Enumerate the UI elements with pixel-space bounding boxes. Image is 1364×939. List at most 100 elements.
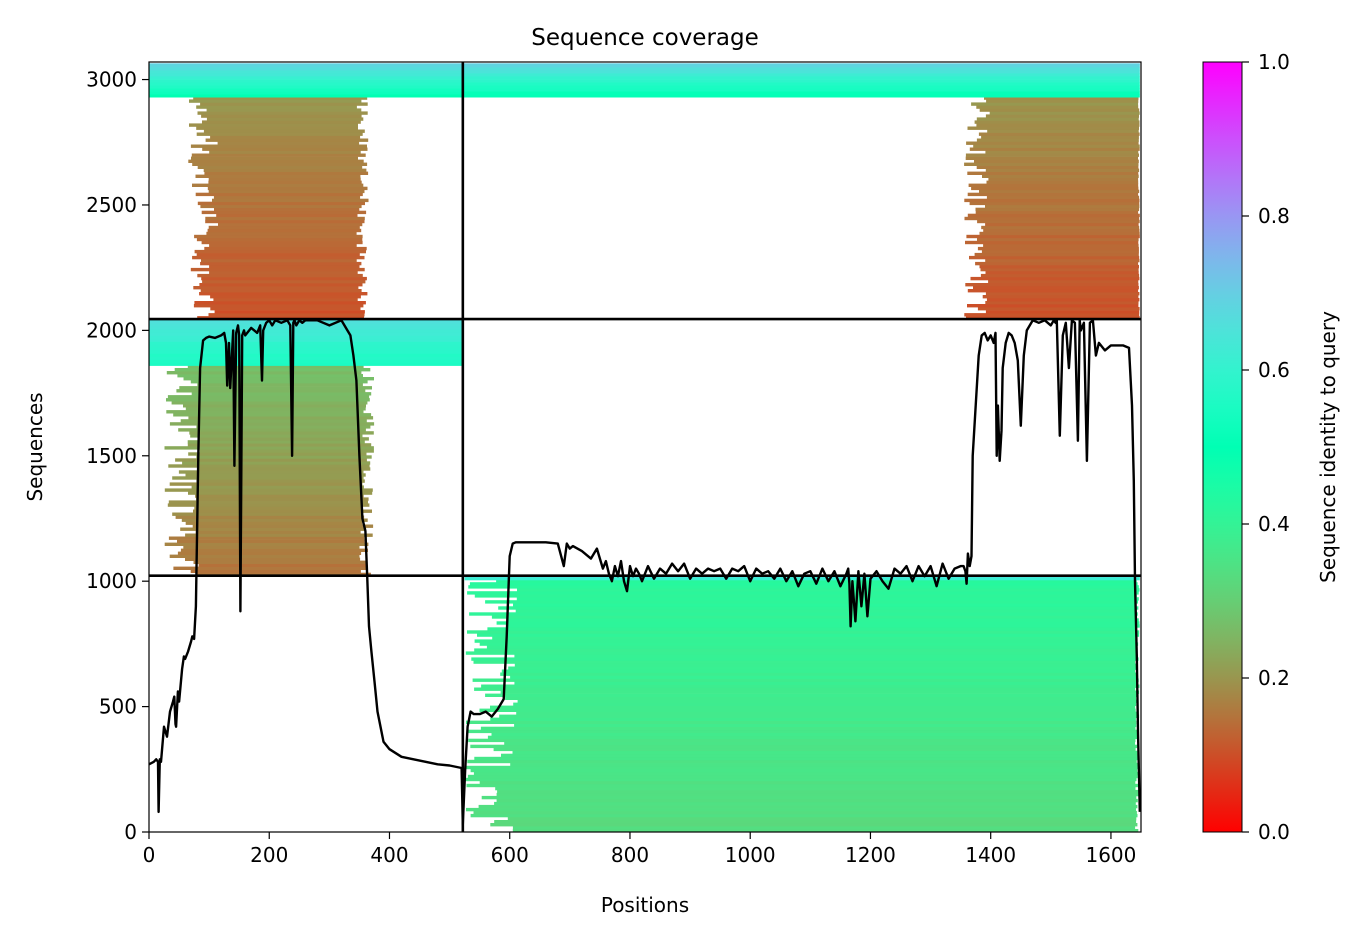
heatmap-row xyxy=(516,597,1139,601)
heatmap-row xyxy=(499,714,1140,718)
heatmap-row xyxy=(204,246,367,251)
heatmap-row xyxy=(196,425,371,429)
heatmap-row xyxy=(195,494,364,498)
heatmap-row xyxy=(207,228,362,233)
heatmap-row xyxy=(473,771,1139,776)
heatmap-row xyxy=(149,63,463,65)
x-axis-label: Positions xyxy=(601,893,689,917)
y-tick-label: 2000 xyxy=(86,318,137,342)
heatmap-row xyxy=(479,642,1139,646)
heatmap-row xyxy=(976,138,1139,142)
heatmap-row xyxy=(468,585,1139,589)
heatmap-row xyxy=(486,645,1137,649)
heatmap-row xyxy=(149,332,463,336)
heatmap-row xyxy=(149,350,463,354)
heatmap-row xyxy=(177,551,362,555)
heatmap-row xyxy=(208,225,360,230)
heatmap-row xyxy=(979,189,1140,194)
plot-frame xyxy=(148,61,1142,833)
heatmap-row xyxy=(977,246,1139,251)
heatmap-row xyxy=(496,798,1138,803)
heatmap-row xyxy=(194,249,366,254)
heatmap-row xyxy=(969,147,1140,151)
heatmap-row xyxy=(209,243,357,248)
coverage-heatmap xyxy=(149,63,1140,832)
heatmap-row xyxy=(169,482,363,486)
heatmap-row xyxy=(982,174,1139,178)
heatmap-row xyxy=(507,817,1137,821)
heatmap-row xyxy=(514,681,1137,685)
heatmap-row xyxy=(481,795,1137,800)
heatmap-row xyxy=(985,150,1139,154)
heatmap-row xyxy=(197,273,363,278)
heatmap-row xyxy=(190,380,368,384)
heatmap-row xyxy=(197,467,371,471)
x-tick-label: 400 xyxy=(370,843,408,867)
colorbar: 0.0 0.2 0.4 0.6 0.8 1.0 Sequence identity to … xyxy=(1202,50,1340,844)
heatmap-row xyxy=(496,621,1140,625)
heatmap-row xyxy=(196,252,360,257)
heatmap-row xyxy=(494,820,1137,824)
heatmap-row xyxy=(185,533,373,537)
colorbar-tick-label: 1.0 xyxy=(1258,50,1290,74)
heatmap-row xyxy=(462,85,1140,89)
heatmap-row xyxy=(513,603,1137,607)
heatmap-row xyxy=(471,657,1139,661)
coverage-block-3 xyxy=(964,97,1140,320)
heatmap-row xyxy=(196,237,363,242)
heatmap-row xyxy=(988,280,1139,284)
coverage-block-4 xyxy=(462,63,1140,98)
coverage-block-5 xyxy=(164,365,375,577)
heatmap-row xyxy=(966,141,1139,145)
heatmap-row xyxy=(495,786,1136,791)
heatmap-row xyxy=(209,264,360,269)
heatmap-row xyxy=(149,347,463,351)
heatmap-row xyxy=(487,627,1137,631)
heatmap-row xyxy=(979,108,1140,112)
heatmap-row xyxy=(975,210,1139,215)
heatmap-row xyxy=(200,204,362,209)
heatmap-row xyxy=(485,600,1139,604)
heatmap-row xyxy=(505,696,1137,700)
heatmap-row xyxy=(501,669,1136,673)
heatmap-row xyxy=(986,195,1140,200)
heatmap-row xyxy=(480,726,1136,731)
heatmap-row xyxy=(978,132,1140,136)
heatmap-row xyxy=(149,341,463,345)
heatmap-row xyxy=(171,401,368,405)
heatmap-row xyxy=(508,666,1138,670)
heatmap-row xyxy=(188,159,364,163)
heatmap-row xyxy=(180,419,367,423)
heatmap-row xyxy=(504,741,1135,746)
heatmap-row xyxy=(180,527,367,531)
heatmap-row xyxy=(202,147,368,151)
heatmap-row xyxy=(985,310,1140,314)
heatmap-row xyxy=(198,563,368,567)
heatmap-row xyxy=(497,789,1140,794)
heatmap-row xyxy=(209,150,361,154)
heatmap-row xyxy=(469,612,1138,616)
heatmap-row xyxy=(195,174,361,178)
heatmap-row xyxy=(496,792,1140,797)
heatmap-row xyxy=(462,76,1140,80)
heatmap-row xyxy=(149,76,463,80)
heatmap-row xyxy=(194,234,363,239)
heatmap-row xyxy=(984,97,1139,100)
heatmap-row xyxy=(981,135,1139,139)
heatmap-row xyxy=(988,177,1139,181)
heatmap-row xyxy=(485,693,1139,697)
heatmap-row xyxy=(166,410,364,414)
heatmap-row xyxy=(514,723,1137,727)
heatmap-row xyxy=(192,183,364,187)
y-axis-ticks: 0 500 1000 1500 2000 2500 3000 xyxy=(86,68,149,844)
heatmap-row xyxy=(965,156,1138,160)
heatmap-row xyxy=(977,307,1140,311)
heatmap-row xyxy=(983,228,1140,233)
heatmap-row xyxy=(199,449,374,453)
heatmap-row xyxy=(168,500,368,504)
heatmap-row xyxy=(206,108,362,112)
x-tick-label: 200 xyxy=(250,843,288,867)
heatmap-row xyxy=(194,506,362,510)
heatmap-row xyxy=(517,588,1140,592)
heatmap-row xyxy=(467,591,1139,595)
